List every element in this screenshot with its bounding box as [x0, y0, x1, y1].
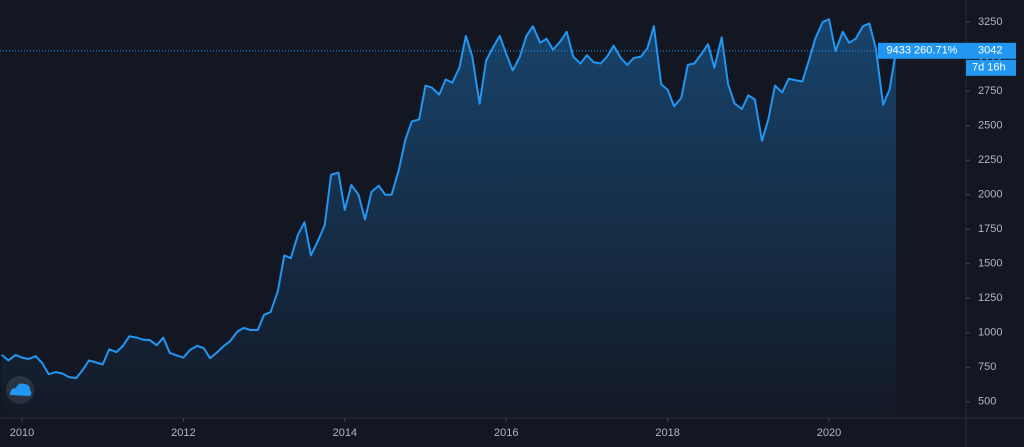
- x-tick-label: 2018: [655, 427, 679, 439]
- last-value-label: 3042: [978, 45, 1002, 57]
- y-tick-label: 2250: [978, 154, 1002, 166]
- area: [1, 19, 896, 418]
- y-tick-label: 2000: [978, 189, 1002, 201]
- last-change-box: [878, 42, 966, 59]
- y-tick-label: 3250: [978, 16, 1002, 28]
- x-tick-label: 2014: [333, 427, 357, 439]
- x-tick-label: 2010: [10, 427, 34, 439]
- x-tick-label: 2012: [171, 427, 195, 439]
- y-tick-label: 2750: [978, 85, 1002, 97]
- last-change: 9433 260.71%: [887, 45, 958, 57]
- countdown: 7d 16h: [972, 62, 1006, 74]
- line: [1, 18, 897, 380]
- y-tick-label: 750: [978, 361, 996, 373]
- countdown-box: [966, 59, 1016, 76]
- y-tick-label: 500: [978, 396, 996, 408]
- x-tick-label: 2020: [817, 427, 841, 439]
- x-tick-label: 2016: [494, 427, 518, 439]
- y-tick-label: 1000: [978, 327, 1002, 339]
- y-tick-label: 1750: [978, 223, 1002, 235]
- last-value-box: [966, 42, 1016, 59]
- y-tick-label: 2500: [978, 120, 1002, 132]
- y-tick-label: 1250: [978, 292, 1002, 304]
- y-tick-label: 1500: [978, 258, 1002, 270]
